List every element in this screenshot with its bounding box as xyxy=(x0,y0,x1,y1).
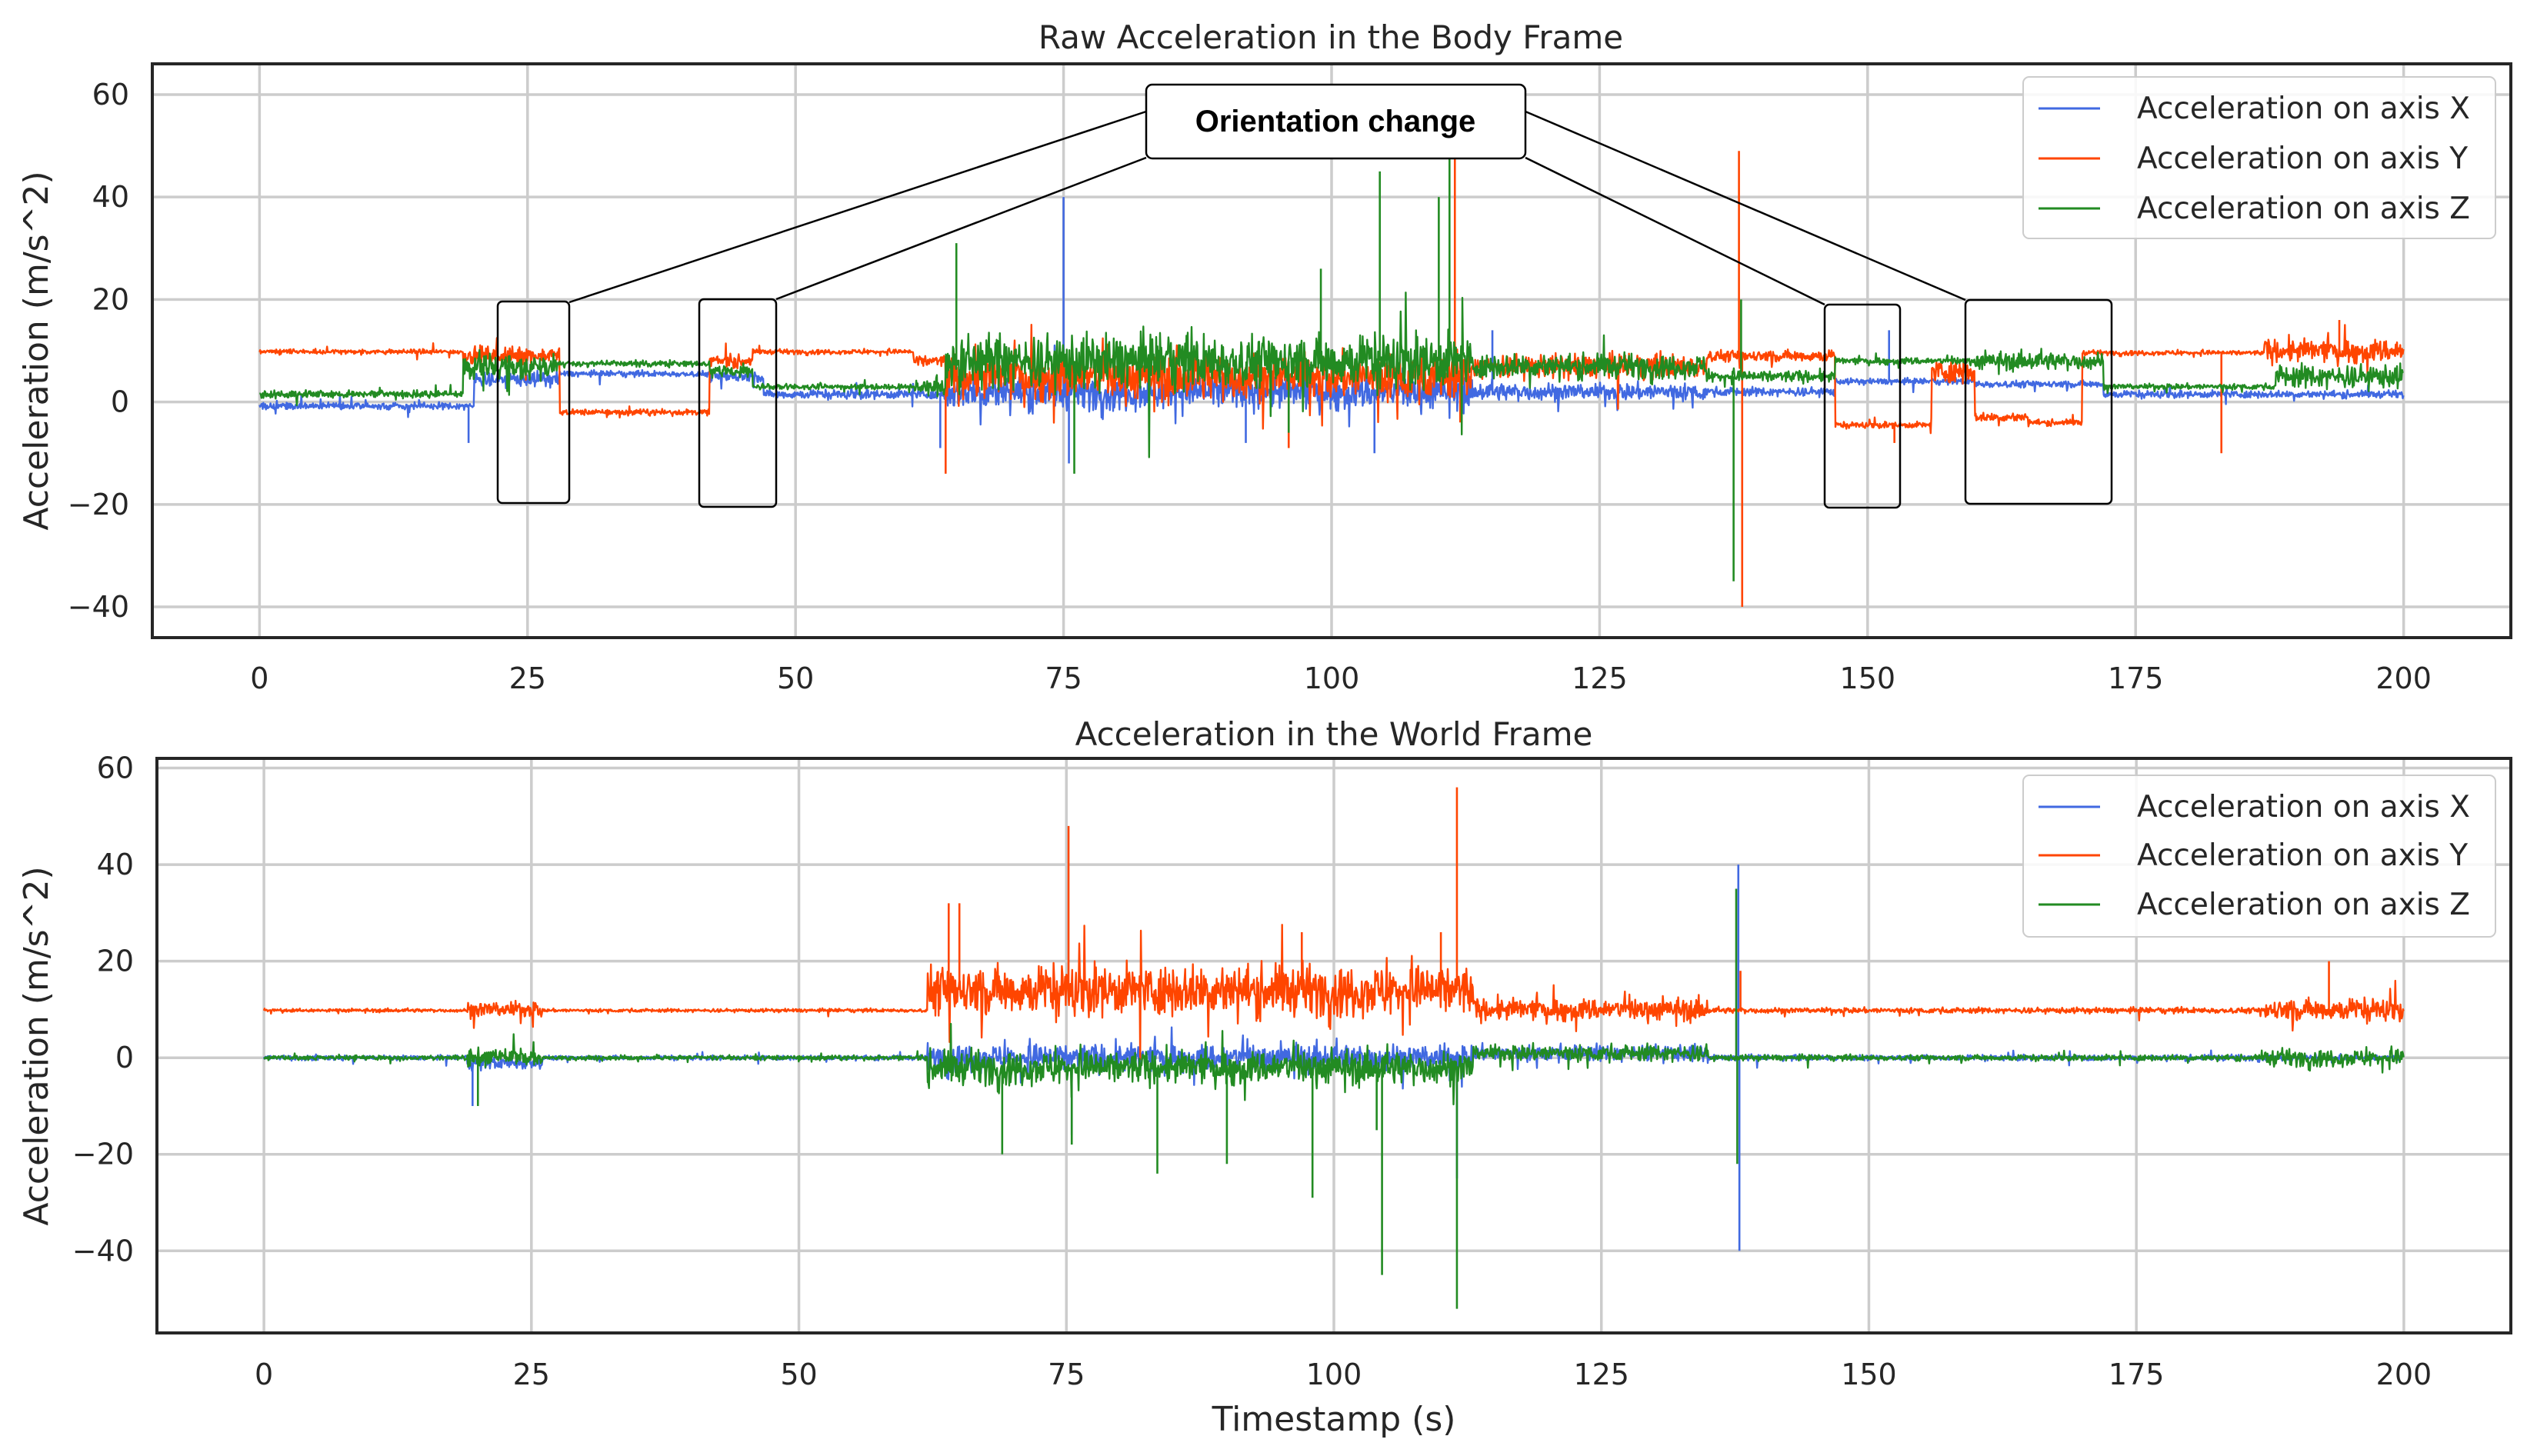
legend-label-z: Acceleration on axis Z xyxy=(2137,192,2470,226)
x-tick-label: 0 xyxy=(255,1358,273,1391)
x-tick-label: 100 xyxy=(1304,661,1360,695)
body-frame-chart-title: Raw Acceleration in the Body Frame xyxy=(1038,18,1623,56)
series-line-y xyxy=(262,924,2405,1061)
series-line-y xyxy=(258,324,2405,435)
world-frame-legend: Acceleration on axis X Acceleration on a… xyxy=(2022,775,2496,938)
annotation-label: Orientation change xyxy=(1195,105,1476,138)
world-frame-x-ticks: 0 25 50 75 100 125 150 175 200 xyxy=(255,1358,2432,1391)
world-frame-chart-title: Acceleration in the World Frame xyxy=(1075,715,1593,753)
world-frame-plot-frame xyxy=(155,757,2512,1334)
x-tick-label: 50 xyxy=(777,661,814,695)
callout-line-3 xyxy=(1525,156,1825,306)
legend-label-y: Acceleration on axis Y xyxy=(2137,142,2468,176)
body-frame-x-ticks: 0 25 50 75 100 125 150 175 200 xyxy=(250,661,2432,695)
x-tick-label: 200 xyxy=(2375,661,2432,695)
orientation-box-3 xyxy=(1823,303,1902,509)
y-tick-label: −40 xyxy=(72,1234,134,1268)
annotation-label-box xyxy=(1145,83,1527,160)
y-tick-label: −20 xyxy=(68,488,129,521)
world-frame-series-lines xyxy=(262,787,2405,1309)
world-frame-x-axis-label: Timestamp (s) xyxy=(1212,1400,1456,1439)
y-tick-label: 20 xyxy=(92,282,129,316)
y-tick-label: 0 xyxy=(111,385,129,419)
y-tick-label: 60 xyxy=(92,78,129,112)
x-tick-label: 125 xyxy=(1573,1358,1629,1391)
callout-line-2 xyxy=(775,156,1147,301)
x-tick-label: 75 xyxy=(1045,661,1082,695)
orientation-box-4 xyxy=(1964,298,2113,505)
y-tick-label: 40 xyxy=(92,180,129,214)
world-frame-y-ticks: −40 −20 0 20 40 60 xyxy=(72,751,134,1268)
body-frame-y-ticks: −40 −20 0 20 40 60 xyxy=(68,78,129,624)
x-tick-label: 175 xyxy=(2109,1358,2165,1391)
body-frame-series-lines xyxy=(258,89,2405,608)
series-line-z xyxy=(263,1022,2405,1106)
y-tick-label: 20 xyxy=(97,945,134,978)
world-frame-chart: Acceleration in the World Frame −40 −20 0 2… xyxy=(17,715,2512,1439)
x-tick-label: 175 xyxy=(2108,661,2164,695)
x-tick-label: 200 xyxy=(2376,1358,2432,1391)
y-tick-label: 40 xyxy=(97,848,134,881)
orientation-box-1 xyxy=(496,300,571,505)
legend-label-x: Acceleration on axis X xyxy=(2137,790,2470,825)
x-tick-label: 50 xyxy=(780,1358,817,1391)
x-tick-label: 25 xyxy=(509,661,546,695)
y-tick-label: −20 xyxy=(72,1138,134,1171)
y-tick-label: −40 xyxy=(68,590,129,624)
x-tick-label: 0 xyxy=(250,661,268,695)
x-tick-label: 125 xyxy=(1572,661,1628,695)
x-tick-label: 25 xyxy=(513,1358,550,1391)
orientation-change-annotation: Orientation change xyxy=(496,83,2113,509)
body-frame-chart: Raw Acceleration in the Body Frame −40 −2… xyxy=(17,18,2512,695)
body-frame-legend: Acceleration on axis X Acceleration on a… xyxy=(2022,76,2496,239)
x-tick-label: 150 xyxy=(1841,1358,1897,1391)
callout-line-4 xyxy=(1525,110,1966,302)
y-tick-label: 0 xyxy=(115,1041,134,1075)
series-line-z xyxy=(259,292,2404,458)
world-frame-y-axis-label: Acceleration (m/s^2) xyxy=(17,866,56,1225)
x-tick-label: 100 xyxy=(1306,1358,1362,1391)
callout-line-1 xyxy=(568,110,1147,304)
legend-label-z: Acceleration on axis Z xyxy=(2137,888,2470,922)
orientation-box-2 xyxy=(698,298,778,508)
body-frame-plot-frame xyxy=(151,62,2512,639)
y-tick-label: 60 xyxy=(97,751,134,785)
x-tick-label: 75 xyxy=(1048,1358,1085,1391)
legend-label-y: Acceleration on axis Y xyxy=(2137,838,2468,873)
body-frame-y-axis-label: Acceleration (m/s^2) xyxy=(17,171,56,530)
legend-label-x: Acceleration on axis X xyxy=(2137,92,2470,126)
x-tick-label: 150 xyxy=(1840,661,1896,695)
